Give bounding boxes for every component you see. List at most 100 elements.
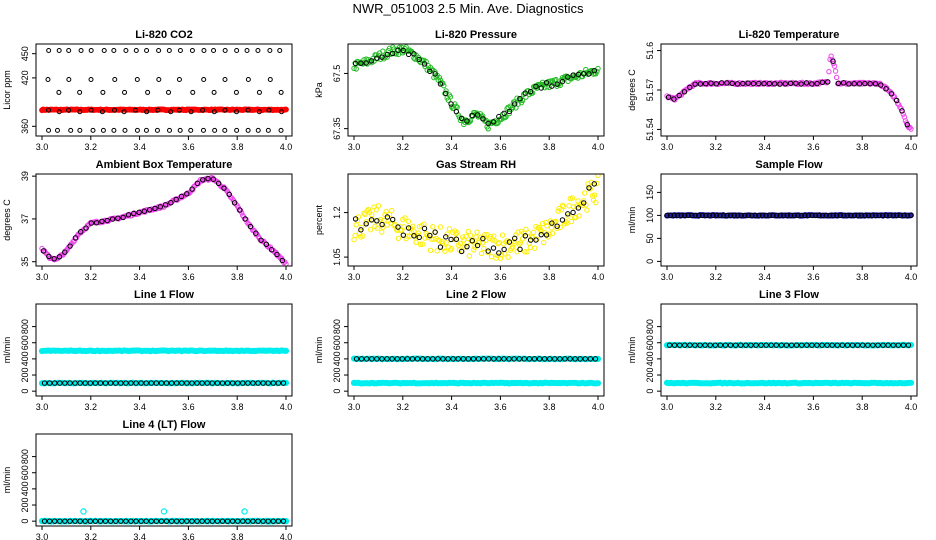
x-tick-label: 3.6 [182,532,195,540]
sample-point [763,212,769,219]
y-tick-label: 200 [20,368,30,383]
sample-point [888,91,895,97]
sample-point [713,81,720,87]
sample-point [727,342,734,348]
sample-point [56,89,62,95]
sample-point [352,216,359,222]
sample-point [138,518,144,524]
sample-point [144,47,150,53]
x-tick-label: 3.0 [661,272,674,282]
sample-point [799,342,805,348]
sample-point [163,518,170,524]
sample-point [570,72,576,78]
avg-point [360,233,366,239]
sample-point [435,356,441,362]
sample-point [538,231,544,238]
sample-point [689,212,695,219]
x-tick-label: 3.4 [445,272,458,282]
sample-point [798,81,804,87]
sample-point [411,233,417,239]
avg-point [570,204,577,210]
sample-point [582,356,588,362]
sample-point [445,356,451,362]
sample-point [82,518,88,524]
sample-point [399,356,405,362]
y-tick-label: 400 [645,351,655,366]
sample-point [168,109,174,115]
avg-point [593,199,599,206]
sample-point [92,518,99,524]
sample-point [565,211,571,217]
avg-point [497,255,504,261]
sample-point [404,356,411,362]
sample-point [368,217,375,223]
avg-point [496,240,502,246]
sample-point [756,80,762,87]
sample-point [87,518,93,524]
x-tick-label: 3.2 [85,142,98,152]
avg-point [524,249,530,255]
y-tick-label: 67.35 [332,117,342,140]
x-tick-label: 3.4 [758,272,771,282]
sample-point [166,127,172,133]
sample-point [173,196,179,203]
sample-point [795,212,801,219]
y-tick-label: 1.05 [332,248,342,266]
avg-point [465,228,471,235]
sample-point [41,380,48,386]
plot-area [39,175,289,266]
sample-point [275,380,282,386]
sample-point [522,233,529,239]
avg-point [549,77,556,84]
sample-point [699,212,706,219]
sample-point [88,107,94,113]
sample-point [527,237,534,243]
plot-area [664,212,914,219]
sample-point [77,518,83,524]
x-tick-label: 3.6 [807,402,820,412]
avg-point [565,213,571,219]
sample-point [51,256,57,262]
sample-point [45,77,51,83]
sample-point [710,212,716,219]
sample-point [267,77,273,83]
avg-point [352,232,358,239]
avg-point [379,229,385,235]
sample-point [112,107,118,113]
sample-point [379,221,385,228]
chart-panel: Li-820 Temperature degrees C 3.0 3.2 3.4 3.6 3… [627,29,918,152]
sample-point [265,518,271,524]
sample-point [856,81,863,87]
sample-point [901,212,907,219]
sample-point [384,51,391,58]
sample-point [421,225,428,232]
sample-point [258,237,264,243]
y-tick-label: 1.2 [332,206,342,219]
sample-point [90,127,96,133]
sample-point [732,342,739,348]
sample-point [773,212,780,219]
sample-point [277,47,283,53]
avg-point [515,229,521,235]
sample-point [517,246,523,253]
avg-point [503,239,509,245]
sample-point [156,77,162,83]
x-tick-label: 3.4 [133,402,146,412]
sample-point [819,79,826,86]
sample-point [671,212,677,219]
sample-point [66,77,72,83]
sample-point [178,193,185,200]
sample-point [189,47,195,53]
y-tick-label: 37 [20,214,30,224]
sample-point [245,127,251,133]
plot-frame [660,173,918,267]
avg-point [525,229,531,236]
sample-point [112,77,118,83]
sample-point [176,77,182,83]
sample-point [890,342,896,348]
avg-point [402,215,408,221]
sample-point [770,212,776,219]
sample-point [720,212,727,219]
y-tick-label: 360 [20,119,30,134]
plot-area [664,53,914,132]
